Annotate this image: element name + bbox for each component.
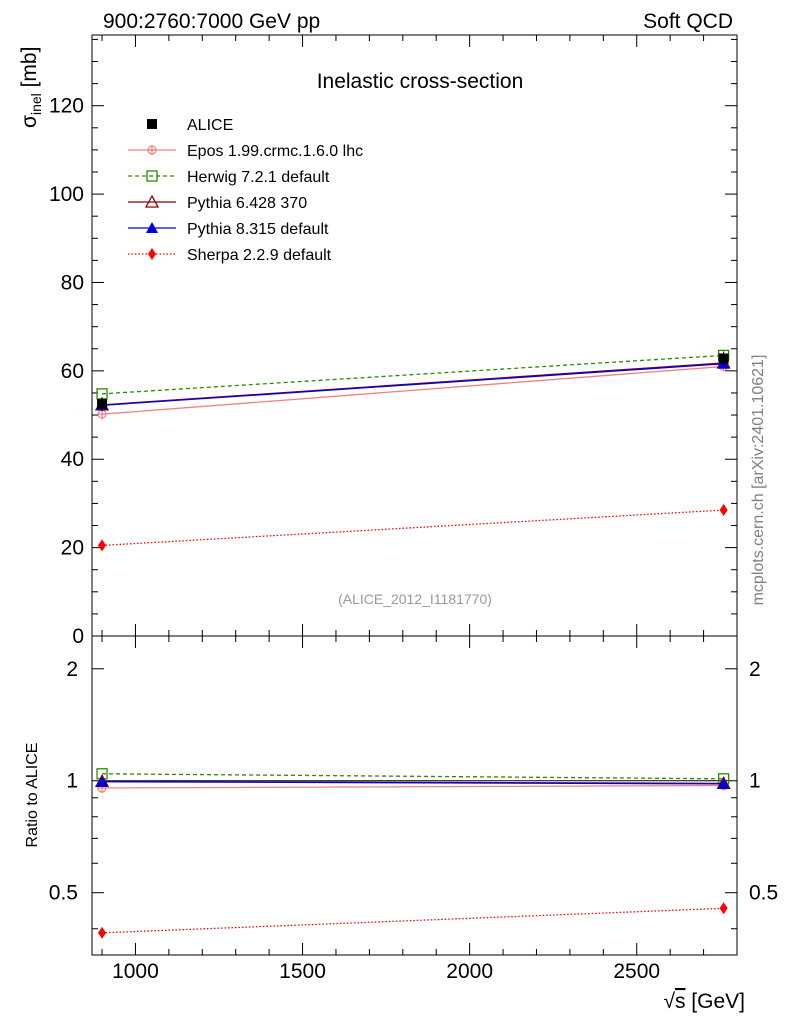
main-y-tick-label: 40 [61,448,84,471]
ratio-series-layer [94,768,731,939]
ratio-y-tick-label-right: 1 [749,770,761,793]
main-ylabel: σinel [mb] [18,47,44,128]
ratio-y-tick-label-left: 0.5 [49,882,78,905]
main-series-line [101,363,724,406]
main-y-tick-label: 100 [49,183,84,206]
ratio-series-line [102,907,724,934]
ratio-series-point [96,775,109,787]
x-tick-label: 2500 [613,960,660,983]
ratio-y-tick-label-right: 2 [749,658,761,681]
ratio-y-tick-label-right: 0.5 [749,882,778,905]
legend-label: Pythia 6.428 370 [187,195,307,212]
ratio-series-line [102,781,724,785]
x-axis-label: √s [GeV] [663,990,745,1013]
main-y-tick-label: 120 [49,95,84,118]
legend-marker [147,145,157,155]
ratio-axis-ticks: 1000 1500 2000 2500 0.5 0.5 1 1 2 2 [49,636,778,983]
main-series-layer [94,349,731,552]
legend-marker [148,248,156,260]
legend-marker [147,119,157,129]
ratio-panel-frame [91,635,738,956]
legend-label: Herwig 7.2.1 default [187,169,330,186]
ratio-series-point [98,926,107,939]
legend-label: ALICE [187,117,233,134]
analysis-annotation: (ALICE_2012_I1181770) [338,591,492,607]
main-y-tick-label: 60 [61,360,84,383]
legend-label: Epos 1.99.crmc.1.6.0 lhc [187,143,363,160]
legend-label: Pythia 8.315 default [187,221,329,238]
main-title: Inelastic cross-section [317,70,524,93]
ratio-y-tick-label-left: 1 [66,770,78,793]
main-axis-ticks: 0 20 40 60 80 100 120 [49,35,738,648]
main-y-tick-label: 80 [61,271,84,294]
data-point [97,398,108,409]
main-series-line [101,354,724,395]
ratio-ylabel: Ratio to ALICE [24,743,41,848]
main-y-tick-label: 20 [61,537,84,560]
x-tick-label: 2000 [446,960,493,983]
ratio-series-point [717,777,730,789]
header-process-label: Soft QCD [643,10,733,33]
ratio-series-point [719,902,728,915]
main-series-line [101,365,724,415]
main-series-point [98,539,107,552]
main-series-point [719,504,728,517]
ratio-series-line [102,784,724,789]
ratio-y-tick-label-left: 2 [66,658,78,681]
legend-marker [146,222,158,233]
main-series-line [101,509,724,547]
legend-marker [146,170,158,182]
legend-label: Sherpa 2.2.9 default [187,247,332,264]
ratio-series-line [102,773,724,780]
source-label: mcplots.cern.ch [arXiv:2401.10621] [750,355,767,606]
main-y-tick-label: 0 [72,625,84,648]
legend: ALICE Epos 1.99.crmc.1.6.0 lhc Herwig 7.2.… [128,117,363,264]
data-point [718,353,729,364]
legend-marker [144,194,160,208]
x-tick-label: 1500 [279,960,326,983]
header-energy-label: 900:2760:7000 GeV pp [103,10,320,33]
x-tick-label: 1000 [112,960,159,983]
